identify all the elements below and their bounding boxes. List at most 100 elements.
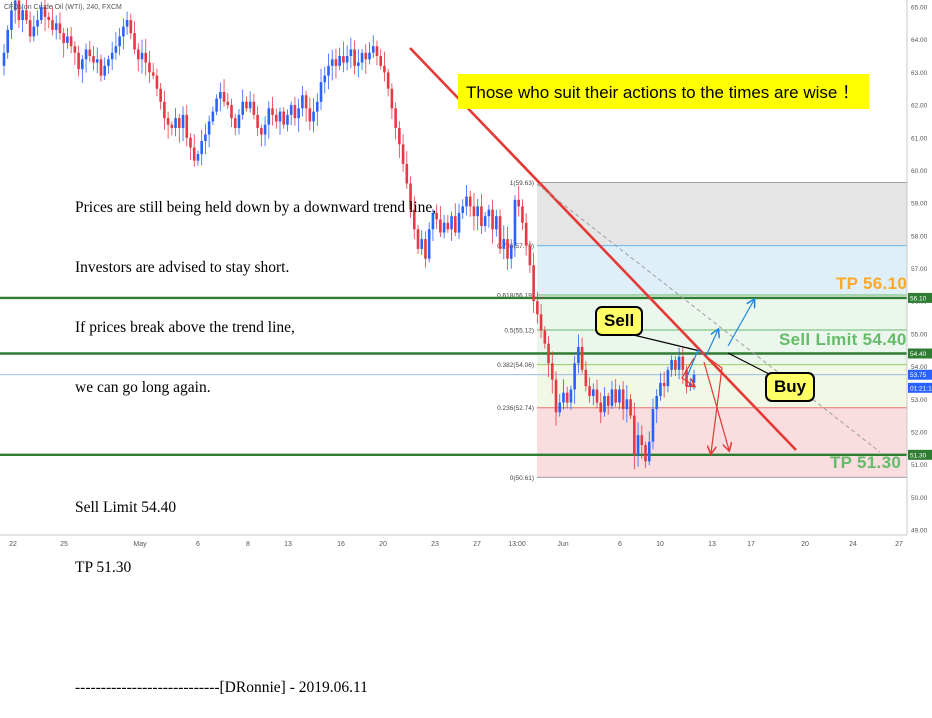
candle-body [416, 229, 420, 249]
candle-body [51, 20, 54, 30]
candle-body [524, 222, 528, 246]
candle-body [547, 343, 550, 364]
price-tick-label: 62.00 [911, 103, 928, 110]
price-tag [908, 292, 932, 303]
candle-body [513, 199, 517, 246]
candle-body [301, 95, 304, 109]
candle-body [584, 369, 588, 387]
price-tick-label: 63.00 [911, 70, 928, 77]
time-tick-label: 20 [801, 541, 809, 548]
time-tick-label: 10 [656, 541, 664, 548]
candle-body [394, 108, 397, 128]
candle-body [398, 127, 401, 145]
candle-body [222, 91, 226, 102]
time-tick-label: 24 [849, 541, 857, 548]
time-tick-label: 8 [246, 541, 250, 548]
analysis-text: Prices are still being held down by a do… [75, 158, 436, 718]
candle-body [159, 88, 162, 102]
candle-body [92, 56, 95, 63]
candle-body [245, 101, 248, 109]
candle-body [655, 395, 659, 410]
candle-body [118, 36, 121, 47]
candle-body [297, 108, 300, 119]
candle-body [644, 445, 647, 462]
candle-body [591, 389, 595, 396]
candle-body [166, 118, 170, 125]
candle-body [424, 239, 427, 259]
candle-body [353, 49, 356, 66]
analysis-line: ----------------------------[DRonnie] - … [75, 679, 368, 696]
candle-body [207, 121, 211, 135]
candle-body [468, 196, 472, 207]
candle-body [681, 356, 685, 370]
breakout-arrow [727, 300, 754, 347]
candle-body [379, 56, 383, 66]
price-tag [908, 369, 932, 380]
analysis-line: TP 51.30 [75, 559, 132, 576]
candle-body [476, 206, 479, 217]
price-tag-label: 54.40 [910, 351, 927, 358]
time-tick-label: 13 [708, 541, 716, 548]
candle-body [312, 111, 315, 122]
candle-body [219, 91, 222, 99]
candle-body [107, 59, 110, 66]
candle-body [163, 101, 166, 119]
candle-body [640, 435, 644, 446]
time-tick-label: 27 [895, 541, 903, 548]
price-tag-label: 01:21:1 [910, 385, 932, 392]
price-chart[interactable]: 1(59.63) 0.786(57.70) 0.618(56.19) 0.5(55.1… [0, 0, 932, 550]
downtrend-line [409, 47, 797, 451]
short-scenario-arrow [703, 361, 729, 450]
analysis-line [75, 438, 436, 458]
candle-body [278, 111, 282, 122]
price-tag-label: 56.10 [910, 295, 927, 302]
candle-body [84, 49, 88, 60]
candle-body [181, 114, 185, 128]
candle-body [483, 216, 487, 227]
candle-body [81, 59, 84, 70]
candle-body [457, 212, 461, 233]
candle-body [177, 118, 181, 128]
candle-body [200, 141, 203, 155]
short-scenario-arrow [699, 351, 723, 453]
price-tick-label: 53.00 [911, 397, 928, 404]
candle-body [43, 7, 47, 17]
candle-body [293, 105, 297, 119]
candle-body [248, 101, 252, 109]
candle-body [148, 62, 151, 73]
candle-body [588, 386, 591, 396]
candle-body [610, 389, 614, 406]
candle-body [345, 56, 349, 63]
candle-body [62, 33, 65, 43]
fib-level-label: 1(59.63) [510, 180, 534, 187]
price-tick-label: 61.00 [911, 135, 928, 142]
time-tick-label: 20 [379, 541, 387, 548]
candle-body [662, 382, 666, 387]
candle-body [319, 82, 323, 102]
candle-body [659, 382, 662, 396]
candle-body [25, 10, 28, 21]
candle-body [211, 111, 215, 122]
price-tick-label: 49.00 [911, 528, 928, 535]
candle-body [599, 402, 603, 413]
candle-body [558, 402, 562, 413]
candle-body [174, 118, 177, 128]
candle-body [122, 26, 125, 37]
fib-zone [537, 407, 907, 478]
time-tick-label: 13 [284, 541, 292, 548]
scenario-arrows [681, 300, 754, 453]
candle-body [32, 26, 36, 37]
candle-body [192, 147, 196, 161]
candle-body [431, 212, 435, 230]
candle-body [521, 206, 524, 223]
candle-body [110, 52, 114, 60]
candle-body [625, 399, 629, 410]
candle-body [446, 222, 450, 230]
candle-body [267, 108, 271, 125]
candle-body [666, 369, 670, 387]
candle-body [189, 137, 192, 148]
candle-body [618, 389, 621, 403]
candle-body [47, 16, 51, 21]
fib-level-label: 0.382(54.06) [497, 362, 534, 369]
candle-body [517, 199, 521, 207]
